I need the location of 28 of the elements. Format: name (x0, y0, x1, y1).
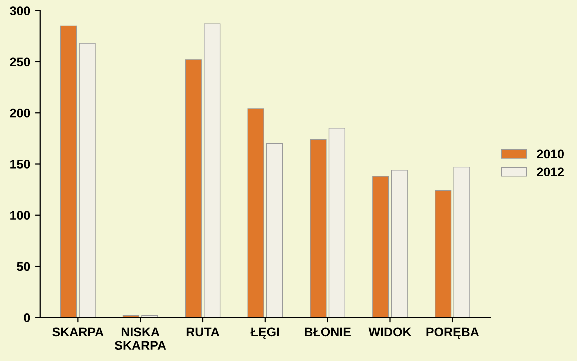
bar (185, 60, 202, 318)
bar (248, 108, 264, 318)
x-tick-label: PORĘBA (426, 328, 480, 340)
bar (435, 190, 452, 318)
legend-label: 2012 (537, 168, 564, 177)
y-tick-label: 150 (10, 160, 30, 169)
y-tick-label: 200 (10, 108, 30, 118)
bar (328, 128, 346, 318)
x-tick-label: WIDOK (368, 328, 412, 337)
bar (266, 143, 284, 318)
bar (60, 26, 78, 318)
bar (79, 43, 96, 318)
bar (204, 24, 221, 318)
x-tick-label: SKARPA (52, 328, 104, 337)
bar (454, 166, 470, 318)
bar (372, 176, 390, 318)
x-tick-label: NISKA SKARPA (115, 328, 166, 350)
y-tick-label: 300 (10, 6, 30, 16)
bar (391, 170, 408, 318)
y-tick-label: 100 (10, 211, 30, 220)
legend-label: 2010 (537, 150, 564, 159)
y-tick-label: 250 (10, 58, 30, 67)
x-tick-label: BŁONIE (305, 328, 351, 337)
y-tick-label: 50 (17, 262, 30, 272)
x-tick-label: ŁĘGI (250, 328, 280, 340)
bar (310, 139, 327, 318)
y-tick-label: 0 (24, 313, 30, 322)
x-tick-label: RUTA (186, 328, 220, 337)
